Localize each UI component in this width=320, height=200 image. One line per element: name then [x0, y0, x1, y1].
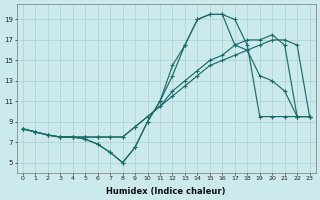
- X-axis label: Humidex (Indice chaleur): Humidex (Indice chaleur): [107, 187, 226, 196]
